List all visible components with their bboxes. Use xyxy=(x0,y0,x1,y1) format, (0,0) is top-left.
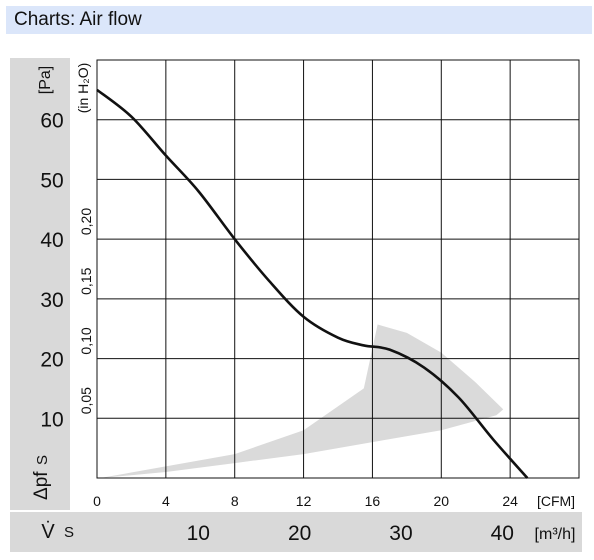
y-tick-label: 30 xyxy=(40,289,63,312)
x-axis-unit-label: [CFM] xyxy=(537,493,575,509)
grid xyxy=(97,60,579,478)
chart-title-bar: Charts: Air flow xyxy=(6,6,592,34)
x2-tick-label: 10 xyxy=(187,522,210,545)
y2-tick-label: 0,05 xyxy=(78,387,94,414)
flow-symbol: V̇ xyxy=(41,521,55,543)
x-tick-label: 4 xyxy=(162,493,170,509)
x-tick-label: 0 xyxy=(93,493,101,509)
y-tick-label: 20 xyxy=(40,349,63,372)
x-tick-label: 20 xyxy=(433,493,449,509)
y-tick-label: 40 xyxy=(40,229,63,252)
y-tick-label: 60 xyxy=(40,110,63,133)
flow-suffix: S xyxy=(64,524,74,541)
y2-tick-label: 0,15 xyxy=(78,267,94,294)
y-axis-band xyxy=(10,58,70,510)
x-tick-label: 16 xyxy=(365,493,381,509)
x2-axis-unit-label: [m³/h] xyxy=(535,526,576,543)
x-tick-label: 8 xyxy=(231,493,239,509)
y-tick-label: 10 xyxy=(40,408,63,431)
pressure-curve xyxy=(96,88,529,479)
plot-frame xyxy=(96,59,580,479)
y2-axis-unit-label: (in H₂O) xyxy=(75,63,91,114)
y-axis-unit-label: [Pa] xyxy=(37,66,54,94)
x-tick-label: 24 xyxy=(502,493,518,509)
pressure-symbol: Δpf xyxy=(31,471,52,500)
chart-title: Charts: Air flow xyxy=(14,9,142,30)
x2-tick-label: 30 xyxy=(389,522,412,545)
operating-region xyxy=(100,324,504,478)
y2-tick-label: 0,20 xyxy=(78,208,94,235)
x2-tick-label: 40 xyxy=(491,522,514,545)
x2-tick-label: 20 xyxy=(288,522,311,545)
y2-tick-label: 0,10 xyxy=(78,327,94,354)
x-axis-band xyxy=(10,512,582,552)
x-tick-label: 12 xyxy=(296,493,312,509)
pressure-suffix: S xyxy=(34,455,51,465)
y-tick-label: 50 xyxy=(40,169,63,192)
